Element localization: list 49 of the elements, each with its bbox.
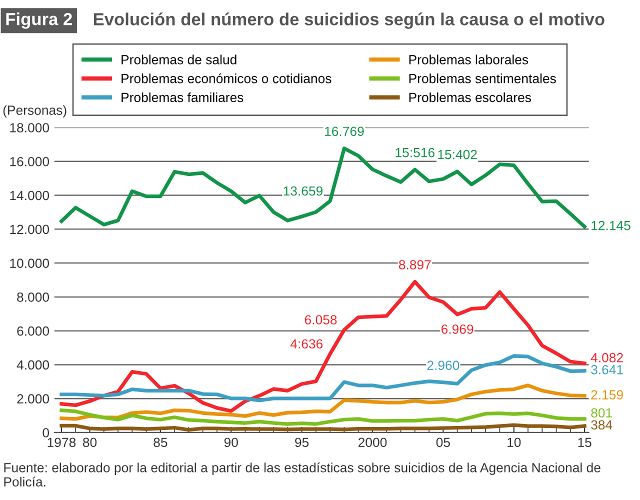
y-tick-label: 6.000 [17,326,50,336]
data-label: 15:516 [396,148,435,158]
legend-label: Problemas sentimentales [409,74,556,84]
x-tick-label: 2000 [358,438,387,448]
data-label: 3.641 [591,365,623,374]
data-label: 801 [591,408,612,418]
y-tick-label: 8.000 [17,292,50,302]
x-tick-label: 90 [224,438,238,448]
data-label: 2.159 [591,390,623,400]
x-tick-label: 95 [295,438,309,448]
line-series [60,384,586,421]
y-tick-label: 0 [42,428,50,438]
y-tick-label: 2.000 [17,394,50,404]
data-label: 384 [591,420,612,430]
x-tick-label: 05 [436,438,450,448]
x-tick-label: 1978 [48,438,76,448]
y-tick-label: 10.000 [10,258,50,268]
x-tick-label: 10 [508,438,521,448]
data-label: 16.769 [325,126,364,136]
chart-title: Evolución del número de suicidios según la causa o el motivo [94,12,604,29]
data-label: 6.969 [441,324,474,334]
line-series [60,146,586,229]
data-label: 13.659 [284,186,323,196]
legend-label: Problemas familiares [122,92,244,102]
y-tick-label: 4.000 [16,360,50,370]
y-tick-label: 18.000 [10,123,50,132]
legend-label: Problemas económicos o cotidianos [122,73,332,84]
source-note: Fuente: elaborado por la editorial a partir de las estadísticas sobre suicidios de la Agencia Nacional de Policía. [4,462,600,487]
x-tick-label: 85 [154,438,168,448]
data-label: 8.897 [398,260,431,270]
text: Figura 2 [6,12,72,29]
y-tick-label: 12.000 [10,224,50,234]
y-tick-label: 14.000 [10,190,50,200]
data-label: 2.960 [427,360,460,370]
x-tick-label: 15 [578,438,592,448]
data-label: 4.082 [590,353,623,362]
data-label: 12.145 [592,220,630,230]
data-label: 15:402 [438,150,477,160]
legend-label: Problemas de salud [122,54,236,64]
y-tick-label: 16.000 [10,156,50,166]
y-axis-title: (Personas) [3,105,66,118]
data-label: 4:636 [290,339,323,349]
legend-label: Problemas laborales [409,54,528,64]
legend-label: Problemas escolares [409,92,531,102]
data-label: 6.058 [304,315,337,324]
line-series [60,280,586,413]
line-series [60,354,586,402]
x-tick-label: 80 [82,438,97,448]
line-series [60,408,586,426]
